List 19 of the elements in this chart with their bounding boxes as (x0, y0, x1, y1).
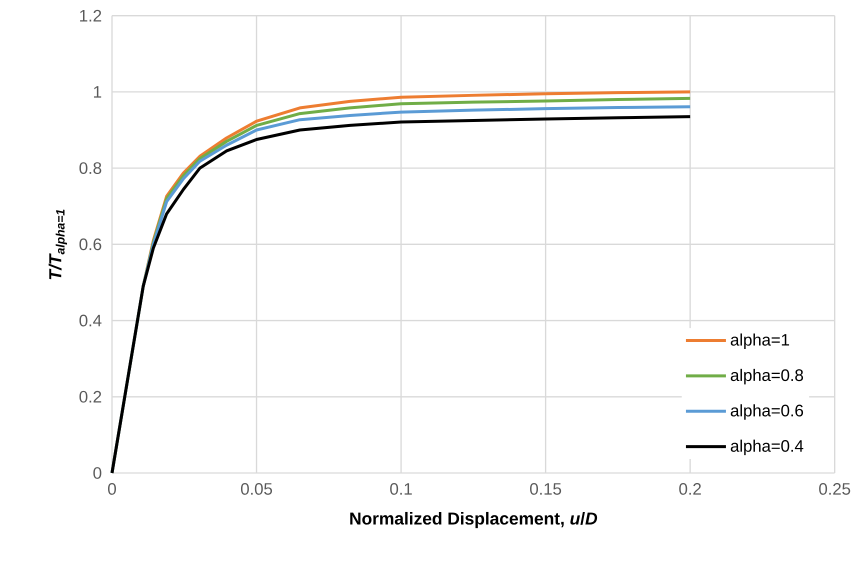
y-axis-title: T/T$_{alpha=1}$ (48, 210, 68, 280)
legend-label: alpha=0.6 (730, 404, 804, 420)
x-tick-label: 0.05 (240, 483, 272, 495)
x-tick-label: 0 (108, 483, 116, 495)
y-tick-label: 1 (94, 86, 102, 98)
x-tick-label: 0.1 (390, 483, 412, 495)
y-tick-label: 0.2 (79, 390, 102, 403)
legend-label: alpha=1 (730, 333, 790, 350)
x-tick-label: 0.15 (530, 483, 562, 495)
y-tick-label: 0 (93, 467, 102, 479)
x-tick-label: 0.2 (679, 483, 701, 495)
x-axis-title: Normalized Displacement, u/D (350, 512, 598, 528)
y-tick-label: 0.6 (79, 238, 102, 250)
y-tick-label: 1.2 (80, 10, 102, 22)
y-tick-label: 0.8 (79, 162, 102, 174)
legend-label: alpha=0.8 (730, 368, 804, 384)
y-tick-label: 0.4 (79, 314, 102, 326)
legend-label: alpha=0.4 (730, 440, 804, 456)
x-tick-label: 0.25 (819, 483, 850, 495)
